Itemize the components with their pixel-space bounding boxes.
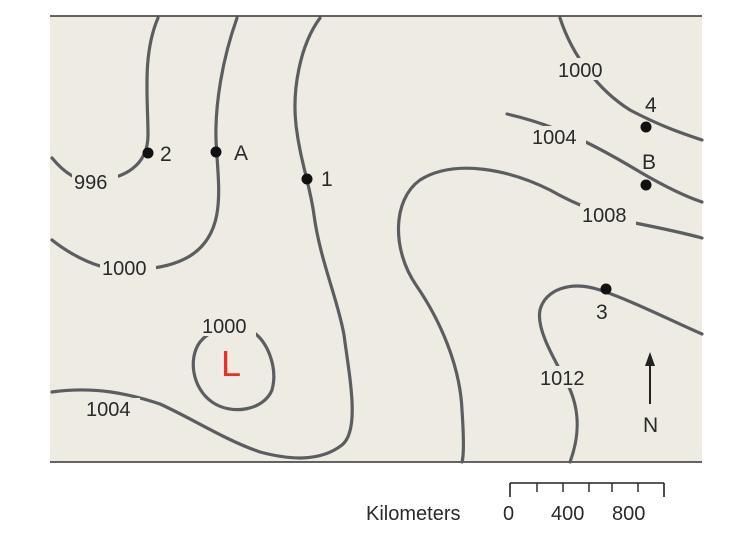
point-2-dot xyxy=(142,147,154,159)
isobar-1000-topright xyxy=(558,16,704,142)
north-label: N xyxy=(643,414,658,437)
point-3-dot xyxy=(600,283,612,295)
isobar-label-1008: 1008 xyxy=(582,205,627,227)
isobar-1000-left xyxy=(50,16,239,271)
point-4-label: 4 xyxy=(645,94,657,117)
isobar-label-1000-low: 1000 xyxy=(202,316,247,338)
point-B-dot xyxy=(640,179,652,191)
point-3-label: 3 xyxy=(596,301,608,324)
scale-tick-400: 400 xyxy=(551,503,584,525)
isobar-label-1000-left: 1000 xyxy=(102,258,147,280)
location-points: 2 A 1 4 B 3 xyxy=(142,94,657,324)
isobar-1000-low xyxy=(191,325,276,412)
scale-bar-label: Kilometers xyxy=(366,503,460,525)
point-2-label: 2 xyxy=(160,143,172,166)
point-A-dot xyxy=(210,146,222,158)
isobar-labels: 996 1000 1000 1004 1000 1004 1008 1012 xyxy=(72,58,636,421)
scale-tick-800: 800 xyxy=(612,503,645,525)
isobar-label-996: 996 xyxy=(74,172,107,194)
point-1-dot xyxy=(301,173,313,185)
point-A-label: A xyxy=(234,142,248,165)
isobar-label-1012: 1012 xyxy=(540,368,585,390)
isobar-1004-right xyxy=(505,112,704,204)
north-arrow-icon: N xyxy=(643,352,658,437)
point-B-label: B xyxy=(642,151,656,174)
isobar-label-1004-right: 1004 xyxy=(532,127,577,149)
low-pressure-marker: L xyxy=(221,343,241,384)
point-4-dot xyxy=(640,121,652,133)
isobar-1012 xyxy=(537,284,704,464)
scale-tick-0: 0 xyxy=(503,503,514,525)
isobar-label-1004-left: 1004 xyxy=(86,399,131,421)
point-1-label: 1 xyxy=(321,168,333,191)
isobar-1004-left xyxy=(50,16,354,460)
isobar-label-1000-topright: 1000 xyxy=(558,60,603,82)
scale-bar: Kilometers 0 400 800 xyxy=(366,482,665,525)
